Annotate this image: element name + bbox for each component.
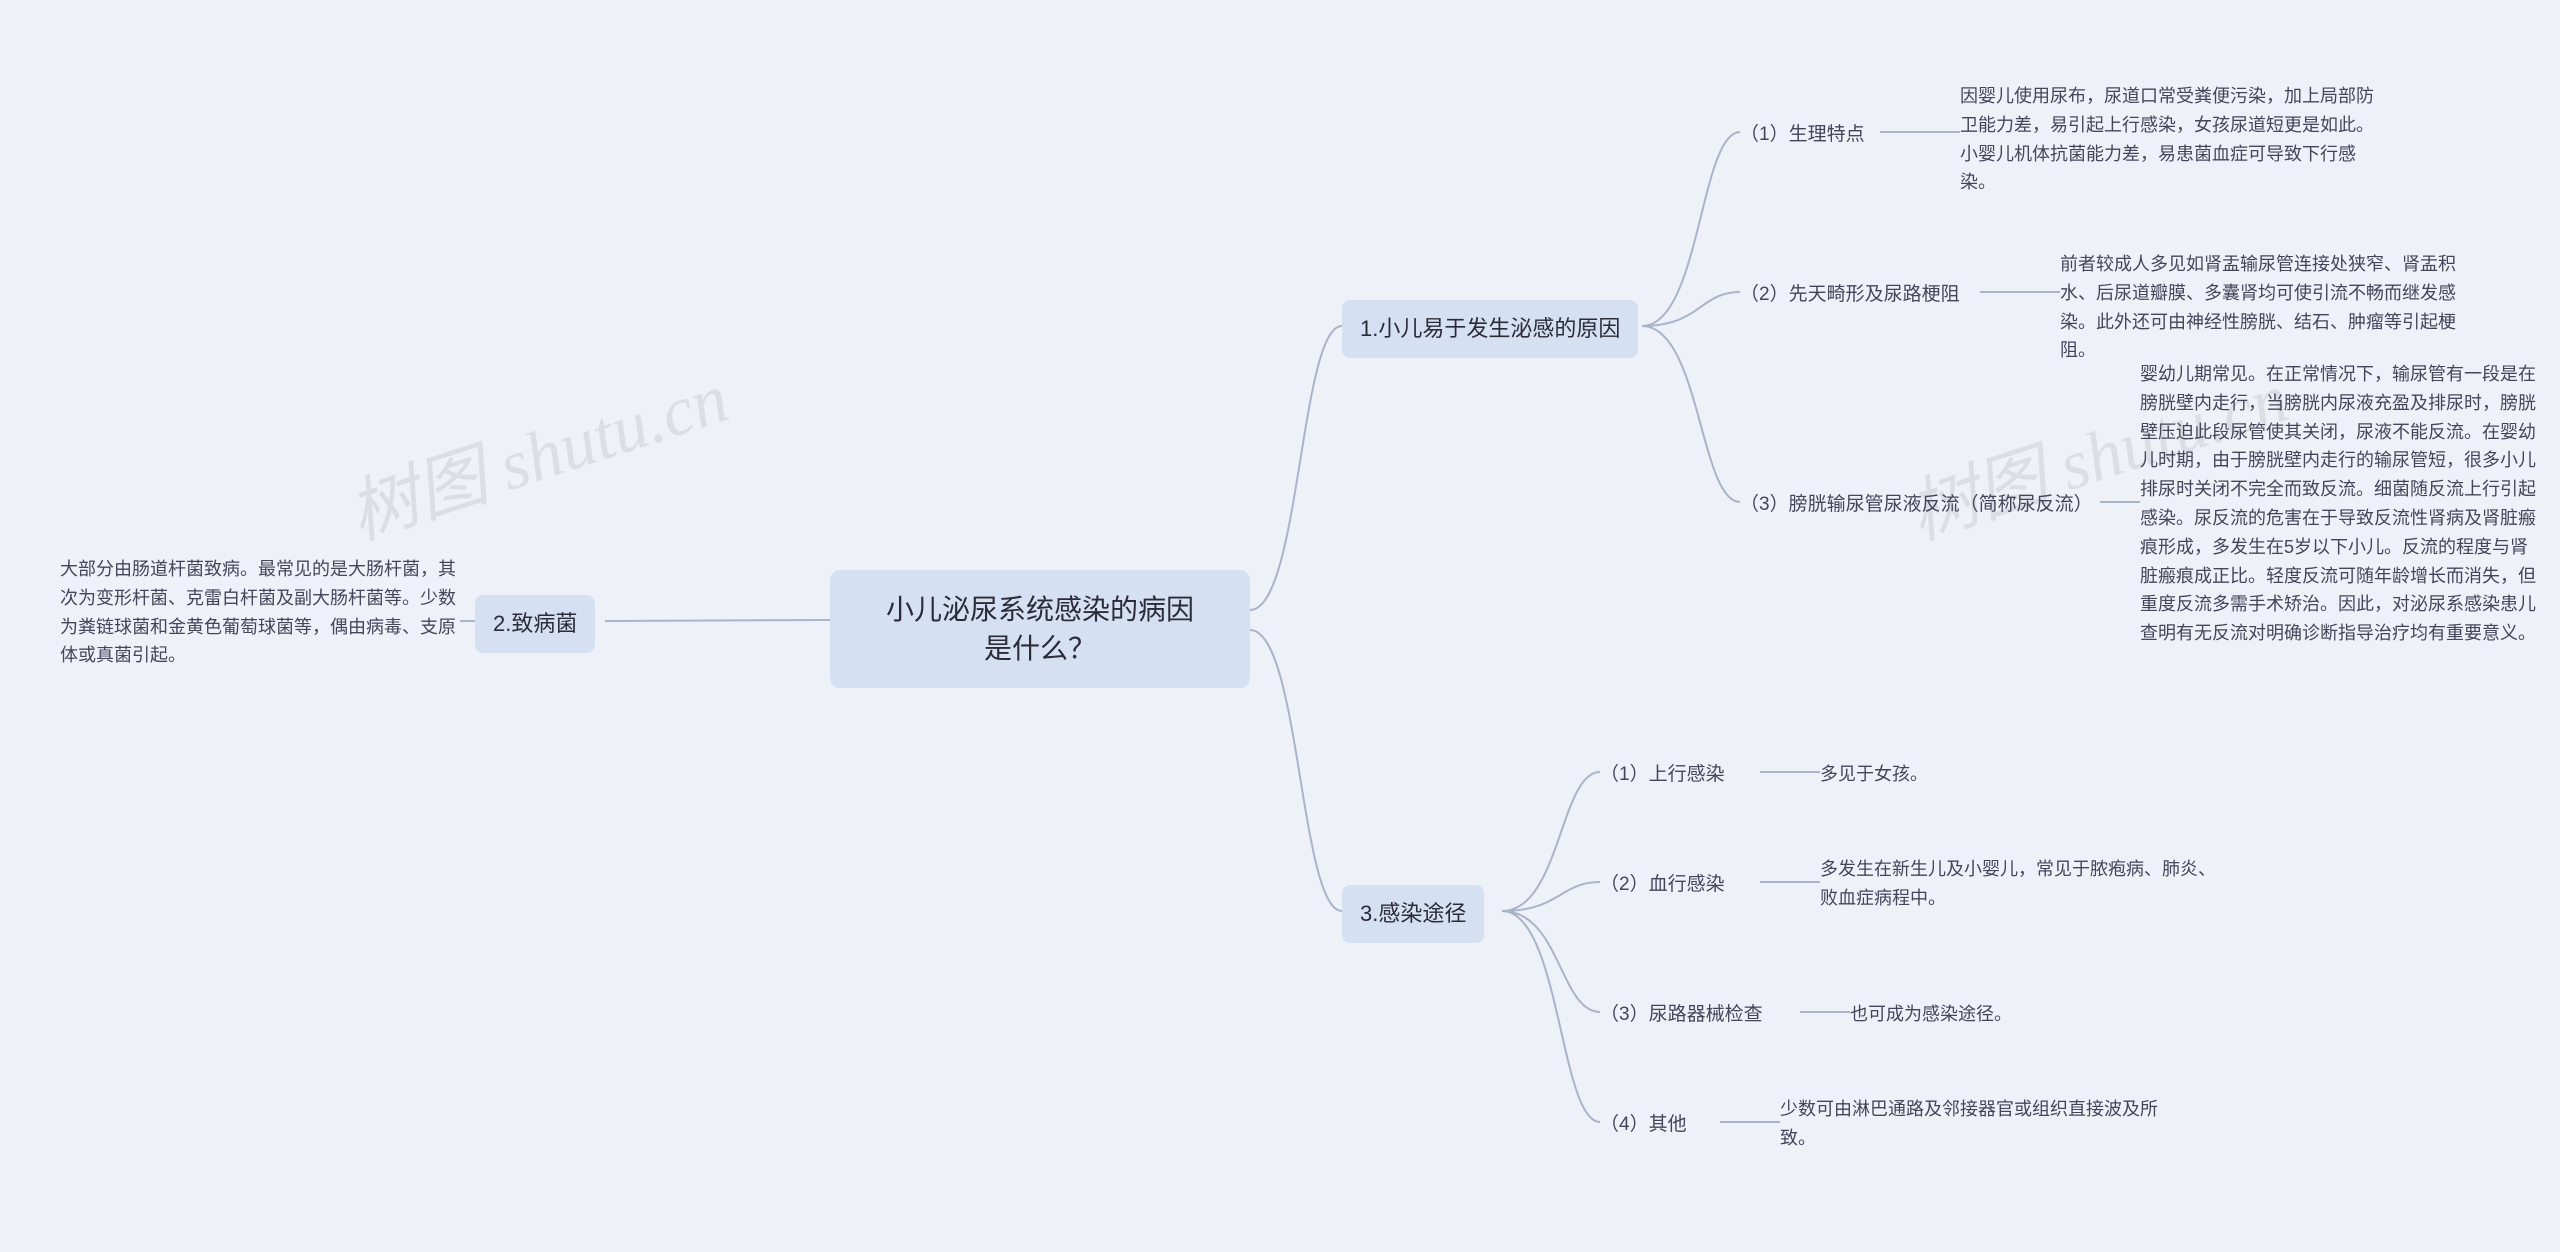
branch-1-sub-1[interactable]: （1）生理特点 <box>1740 120 1865 149</box>
branch-3-sub-1-desc: 多见于女孩。 <box>1820 760 2220 789</box>
branch-3-sub-2[interactable]: （2）血行感染 <box>1600 870 1725 899</box>
root-node[interactable]: 小儿泌尿系统感染的病因 是什么？ <box>830 570 1250 688</box>
branch-2-desc: 大部分由肠道杆菌致病。最常见的是大肠杆菌，其次为变形杆菌、克雷白杆菌及副大肠杆菌… <box>60 555 460 670</box>
branch-3-sub-2-desc: 多发生在新生儿及小婴儿，常见于脓疱病、肺炎、败血症病程中。 <box>1820 855 2220 913</box>
branch-1-label: 1.小儿易于发生泌感的原因 <box>1360 316 1620 341</box>
root-title-line1: 小儿泌尿系统感染的病因 <box>860 590 1220 629</box>
branch-1-sub-3-desc: 婴幼儿期常见。在正常情况下，输尿管有一段是在膀胱壁内走行，当膀胱内尿液充盈及排尿… <box>2140 360 2540 648</box>
branch-3-sub-4[interactable]: （4）其他 <box>1600 1110 1687 1139</box>
branch-1-sub-3[interactable]: （3）膀胱输尿管尿液反流（简称尿反流） <box>1740 490 2093 519</box>
branch-2[interactable]: 2.致病菌 <box>475 595 595 653</box>
branch-3-sub-3[interactable]: （3）尿路器械检查 <box>1600 1000 1763 1029</box>
branch-2-label: 2.致病菌 <box>493 611 577 636</box>
branch-1-sub-2[interactable]: （2）先天畸形及尿路梗阻 <box>1740 280 1960 309</box>
branch-3-sub-3-desc: 也可成为感染途径。 <box>1850 1000 2250 1029</box>
root-title-line2: 是什么？ <box>860 629 1220 668</box>
branch-3-sub-1[interactable]: （1）上行感染 <box>1600 760 1725 789</box>
branch-1-sub-2-desc: 前者较成人多见如肾盂输尿管连接处狭窄、肾盂积水、后尿道瓣膜、多囊肾均可使引流不畅… <box>2060 250 2460 365</box>
branch-1[interactable]: 1.小儿易于发生泌感的原因 <box>1342 300 1638 358</box>
branch-3-sub-4-desc: 少数可由淋巴通路及邻接器官或组织直接波及所致。 <box>1780 1095 2180 1153</box>
branch-3-label: 3.感染途径 <box>1360 901 1466 926</box>
branch-1-sub-1-desc: 因婴儿使用尿布，尿道口常受粪便污染，加上局部防卫能力差，易引起上行感染，女孩尿道… <box>1960 82 2380 197</box>
watermark-1: 树图 shutu.cn <box>334 342 739 559</box>
branch-3[interactable]: 3.感染途径 <box>1342 885 1484 943</box>
